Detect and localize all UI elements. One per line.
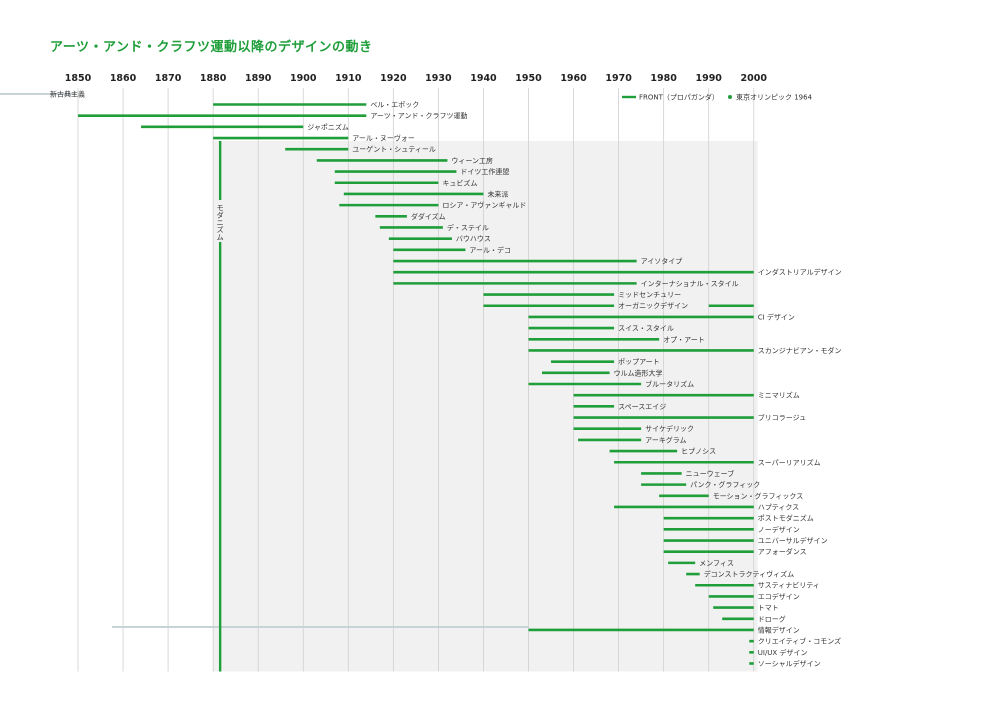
movement-label: エコデザイン (758, 592, 800, 601)
modernism-label-char: ダ (217, 210, 224, 219)
movement-label: インダストリアルデザイン (758, 268, 842, 277)
movement-label: サスティナビリティ (758, 581, 820, 590)
x-tick-label: 1970 (605, 73, 632, 84)
movement-label: ミッドセンチュリー (618, 291, 681, 299)
movement-label: ニューウェーブ (686, 469, 735, 478)
movement-label: ポストモダニズム (758, 514, 814, 523)
movement-label: ミニマリズム (758, 391, 800, 400)
movement-label: バウハウス (456, 235, 491, 243)
x-tick-label: 1850 (65, 73, 92, 84)
movement-label: ヒプノシス (681, 448, 716, 456)
movement-label: クリエイティブ・コモンズ (758, 637, 841, 646)
neoclassicism-label: 新古典主義 (50, 90, 85, 99)
movement-label: 情報デザイン (758, 625, 800, 634)
x-tick-label: 1980 (650, 73, 677, 84)
movement-label: CI デザイン (758, 312, 795, 321)
movement-label: パンク・グラフィック (690, 480, 760, 489)
movement-label: UI/UX デザイン (758, 648, 808, 657)
movement-label: デコンストラクティヴィズム (704, 570, 794, 579)
movement-label: スーパーリアリズム (758, 458, 821, 467)
movement-label: ウルム造形大学 (614, 368, 663, 377)
x-tick-label: 1890 (245, 73, 272, 84)
movement-label: アイソタイプ (641, 257, 683, 266)
x-tick-label: 1940 (470, 73, 497, 84)
modernism-label-char: ズ (217, 225, 224, 234)
x-tick-label: 1870 (155, 73, 182, 84)
movement-label: ブリコラージュ (758, 413, 806, 422)
legend-olympic-dot (728, 95, 732, 99)
movement-label: サイケデリック (645, 424, 694, 433)
movement-label: ウィーン工房 (451, 156, 493, 165)
x-tick-label: 1860 (110, 73, 137, 84)
chart-title: アーツ・アンド・クラフツ運動以降のデザインの動き (50, 40, 373, 55)
movement-label: アール・ヌーヴォー (352, 134, 415, 143)
x-tick-label: 1960 (560, 73, 587, 84)
x-tick-label: 1990 (695, 73, 722, 84)
legend-olympic-label: 東京オリンピック 1964 (736, 93, 813, 102)
movement-label: ブルータリズム (645, 380, 694, 389)
modernism-label-char: ニ (217, 219, 224, 227)
movement-label: オプ・アート (663, 336, 705, 344)
movement-label: キュビズム (442, 178, 477, 187)
movement-label: ノーデザイン (758, 525, 800, 534)
movement-label: ドローグ (758, 614, 786, 623)
movement-label: ポップアート (618, 358, 660, 366)
movement-label: ハプティクス (758, 503, 799, 511)
movement-label: 未来派 (487, 189, 508, 198)
movement-label: アール・デコ (469, 245, 511, 254)
movement-label: ユニバーサルデザイン (758, 536, 828, 545)
x-tick-label: 2000 (741, 73, 768, 84)
movement-label: インターナショナル・スタイル (641, 279, 739, 288)
movement-label: オーガニックデザイン (618, 301, 688, 310)
modernism-label-char: ム (217, 234, 224, 242)
movement-label: ダダイズム (411, 212, 446, 221)
movement-label: スイス・スタイル (618, 324, 674, 333)
movement-label: トマト (758, 604, 779, 612)
movement-label: スペースエイジ (618, 403, 666, 411)
x-tick-label: 1930 (425, 73, 452, 84)
x-tick-label: 1910 (335, 73, 362, 84)
x-tick-label: 1950 (515, 73, 542, 84)
movement-label: アーキグラム (645, 435, 686, 444)
movement-label: アーツ・アンド・クラフツ運動 (370, 111, 467, 120)
movement-label: ドイツ工作連盟 (460, 167, 509, 176)
movement-label: メンフィス (699, 559, 734, 567)
movement-label: ロシア・アヴァンギャルド (442, 201, 526, 210)
movement-label: スカンジナビアン・モダン (758, 346, 842, 355)
movement-label: ユーゲント・シュティール (352, 145, 436, 154)
movement-label: モーション・グラフィックス (713, 491, 804, 500)
movement-label: ベル・エポック (370, 101, 419, 109)
movement-label: ソーシャルデザイン (758, 659, 821, 668)
modernism-area (213, 141, 758, 672)
movement-label: ジャポニズム (307, 122, 349, 131)
movement-label: アフォーダンス (758, 547, 807, 556)
movement-label: デ・ステイル (447, 223, 489, 232)
modernism-label-char: モ (217, 204, 224, 212)
x-tick-label: 1880 (200, 73, 227, 84)
x-tick-label: 1920 (380, 73, 407, 84)
x-tick-label: 1900 (290, 73, 317, 84)
legend-front-label: FRONT（プロパガンダ） (639, 93, 719, 102)
